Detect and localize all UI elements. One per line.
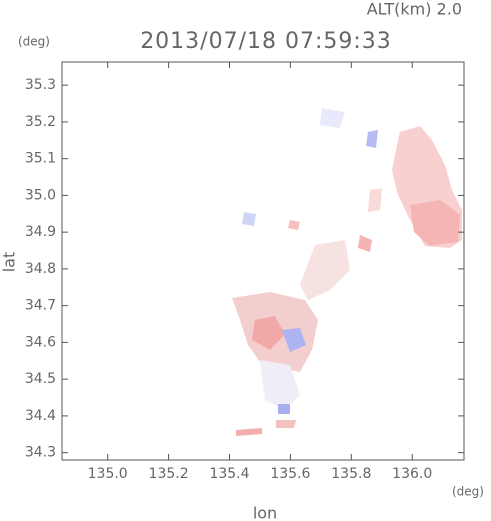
y-tick-label: 35.0 — [25, 187, 56, 203]
chart-title: 2013/07/18 07:59:33 — [140, 29, 392, 54]
y-tick-label: 34.7 — [25, 298, 56, 314]
plot-frame — [61, 61, 465, 461]
y-unit: (deg) — [18, 35, 50, 49]
x-tick-label: 136.0 — [392, 466, 432, 482]
y-tick-label: 35.2 — [25, 114, 56, 130]
y-tick-label: 34.9 — [25, 224, 56, 240]
x-tick-label: 135.8 — [331, 466, 371, 482]
y-tick-label: 34.3 — [25, 445, 56, 461]
x-tick-label: 135.0 — [88, 466, 128, 482]
y-tick-label: 34.6 — [25, 334, 56, 350]
y-tick-label: 35.1 — [25, 151, 56, 167]
y-tick-label: 34.5 — [25, 371, 56, 387]
altitude-label: ALT(km) 2.0 — [367, 0, 462, 19]
y-tick-label: 35.3 — [25, 77, 56, 93]
y-axis-label: lat — [0, 252, 19, 273]
y-tick-label: 34.8 — [25, 261, 56, 277]
y-tick-label: 34.4 — [25, 408, 56, 424]
x-tick-label: 135.2 — [149, 466, 189, 482]
x-tick-label: 135.6 — [270, 466, 310, 482]
x-axis-label: lon — [253, 504, 277, 521]
x-tick-label: 135.4 — [209, 466, 249, 482]
echo-field — [232, 108, 462, 436]
x-unit: (deg) — [452, 485, 484, 499]
